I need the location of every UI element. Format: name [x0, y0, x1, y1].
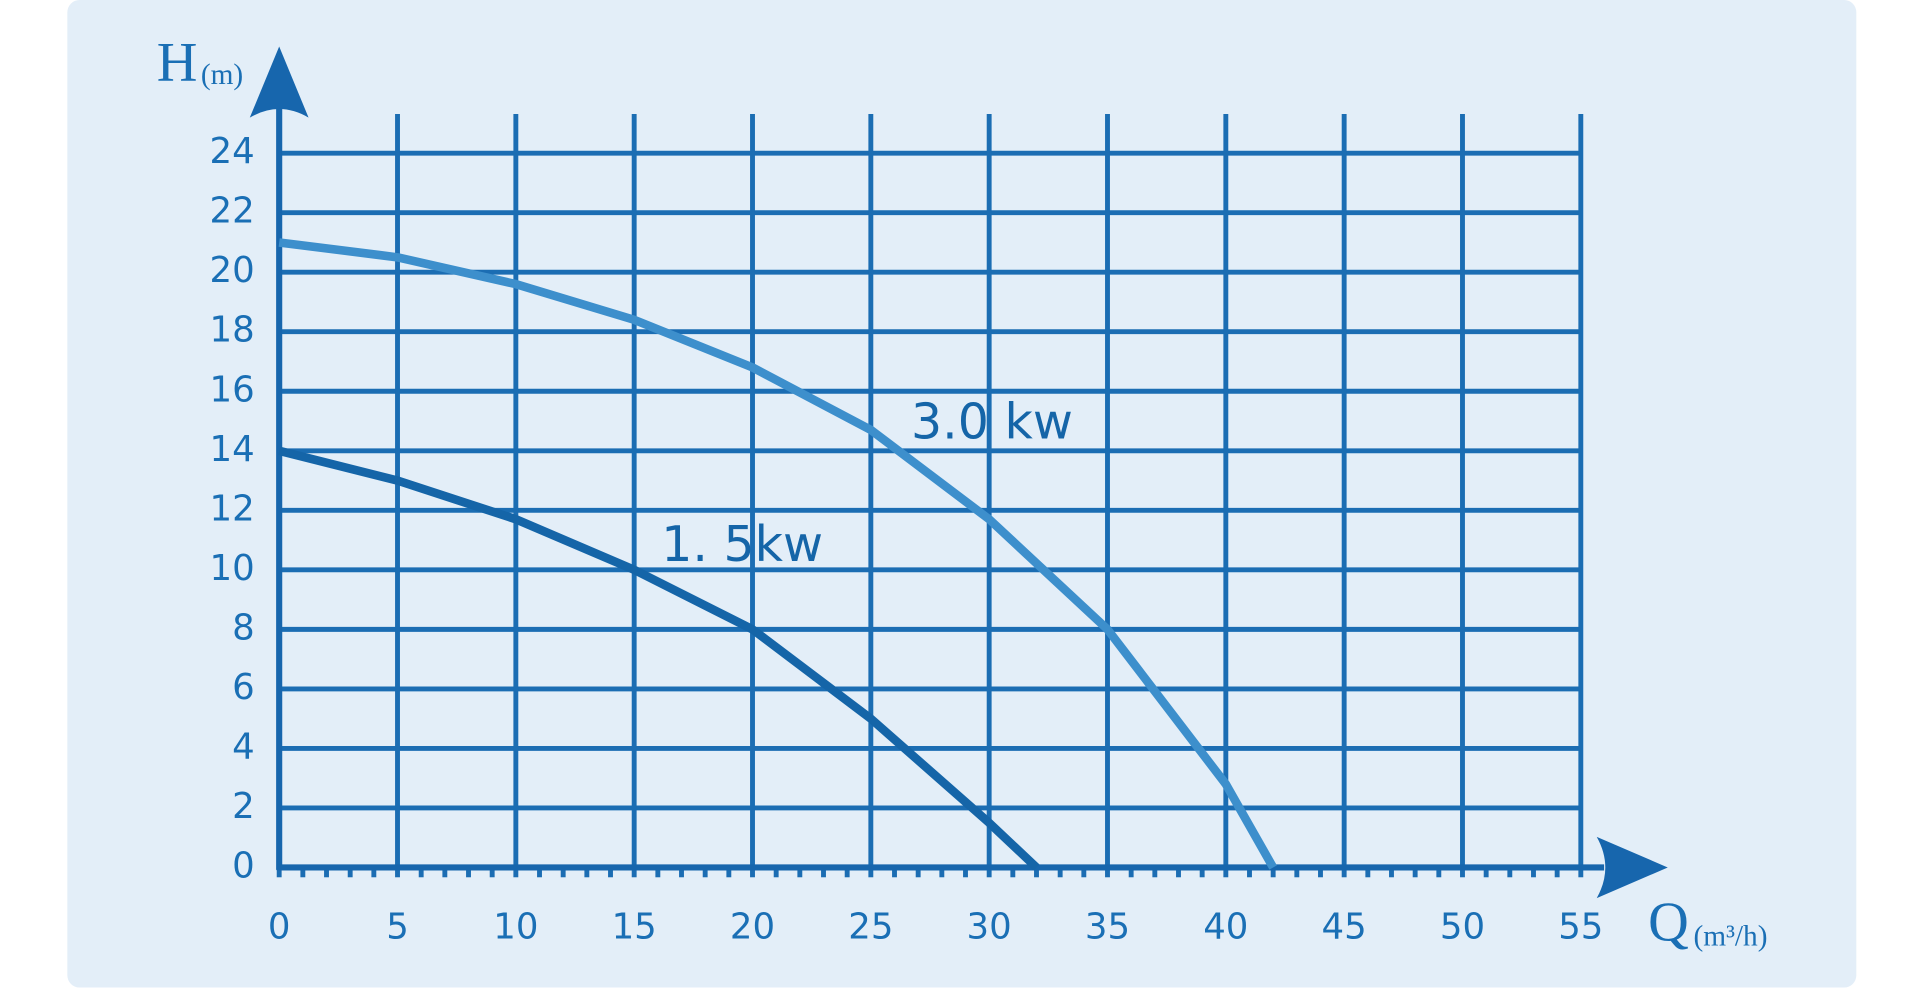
- x-arrow: [1596, 836, 1668, 899]
- x-tick-label: 0: [268, 907, 291, 948]
- x-tick-label: 25: [848, 907, 893, 948]
- series-label: 3.0 kw: [911, 394, 1073, 451]
- y-tick-label: 6: [232, 667, 255, 708]
- x-axis-label: Q: [1648, 891, 1689, 953]
- series-label: 1. 5kw: [661, 516, 823, 573]
- y-tick-label: 24: [210, 131, 255, 172]
- y-tick-label: 8: [232, 607, 255, 648]
- y-tick-label: 4: [232, 726, 255, 767]
- x-tick-label: 15: [612, 907, 657, 948]
- x-tick-label: 30: [967, 907, 1012, 948]
- series-line: [278, 238, 1277, 870]
- x-tick-label: 40: [1203, 907, 1248, 948]
- y-tick-label: 14: [210, 429, 255, 470]
- y-tick-label: 20: [210, 250, 255, 291]
- y-tick-label: 18: [210, 310, 255, 351]
- x-axis-unit: (m³/h): [1693, 920, 1767, 952]
- y-axis-label: H: [157, 31, 198, 93]
- y-tick-label: 16: [210, 369, 255, 410]
- y-tick-label: 2: [232, 786, 255, 827]
- y-tick-label: 12: [210, 488, 255, 529]
- x-tick-label: 20: [730, 907, 775, 948]
- x-tick-label: 10: [493, 907, 538, 948]
- x-tick-label: 35: [1085, 907, 1130, 948]
- x-tick-label: 5: [386, 907, 409, 948]
- series-line: [278, 446, 1040, 871]
- y-tick-label: 0: [232, 845, 255, 886]
- x-tick-label: 55: [1558, 907, 1603, 948]
- y-tick-label: 22: [210, 191, 255, 232]
- y-axis-unit: (m): [201, 59, 243, 91]
- y-arrow: [249, 46, 309, 118]
- x-tick-label: 50: [1440, 907, 1485, 948]
- y-tick-label: 10: [210, 548, 255, 589]
- x-tick-label: 45: [1322, 907, 1367, 948]
